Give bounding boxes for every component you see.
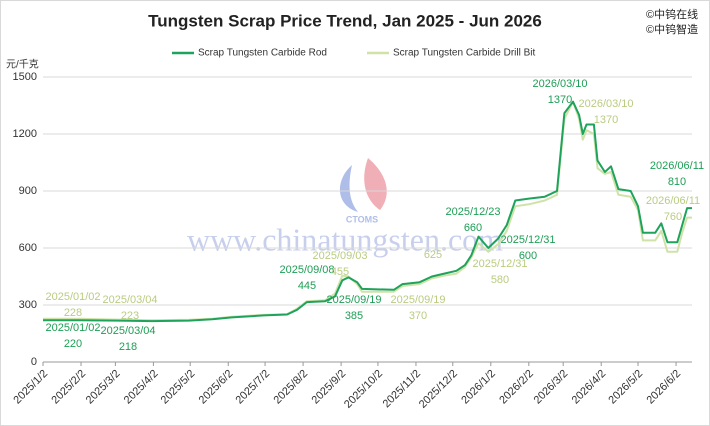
annotation-value: 810: [668, 176, 686, 188]
y-tick-label: 300: [19, 299, 37, 311]
annotation-date: 2025/09/19: [326, 294, 381, 306]
brand: ©中钨智造: [646, 22, 698, 36]
annotation-date: 2026/06/11: [650, 160, 704, 172]
watermark: www.chinatungsten.com: [187, 221, 503, 257]
annotation-date: 2025/12/31: [500, 234, 555, 246]
annotation-date: 2025/09/08: [279, 264, 334, 276]
annotation-value: 220: [64, 338, 82, 350]
y-tick-label: 600: [19, 242, 37, 254]
series-line: [43, 100, 692, 323]
annotation-value: 760: [664, 211, 682, 223]
annotation-date: 2025/12/31: [472, 258, 527, 270]
y-tick-label: 1200: [13, 128, 37, 140]
annotation-date: 2025/03/04: [100, 325, 155, 337]
annotation-value: 625: [424, 249, 442, 261]
chart-title: Tungsten Scrap Price Trend, Jan 2025 - J…: [148, 11, 542, 30]
annotation-date: 2026/03/10: [578, 98, 633, 110]
brand: ©中钨在线: [646, 7, 698, 21]
logo-shape: [364, 158, 387, 210]
annotation-value: 370: [409, 310, 427, 322]
annotation-value: 218: [119, 341, 137, 353]
annotation-date: 2026/03/10: [532, 78, 587, 90]
annotation-date: 2025/12/23: [445, 206, 500, 218]
legend-label: Scrap Tungsten Carbide Rod: [198, 48, 327, 59]
y-tick-label: 0: [31, 356, 37, 368]
annotation-value: 580: [491, 274, 509, 286]
y-axis-label: 元/千克: [6, 59, 39, 71]
y-tick-label: 1500: [13, 71, 37, 83]
annotation-value: 385: [345, 310, 363, 322]
annotation-value: 1370: [594, 114, 618, 126]
legend-label: Scrap Tungsten Carbide Drill Bit: [393, 48, 536, 59]
annotation-date: 2025/01/02: [45, 322, 100, 334]
annotation-date: 2025/09/19: [390, 294, 445, 306]
annotation-date: 2025/03/04: [102, 294, 157, 306]
annotation-value: 455: [331, 266, 349, 278]
annotation-value: 1370: [548, 94, 572, 106]
annotation-value: 223: [121, 310, 139, 322]
annotation-value: 445: [298, 280, 316, 292]
y-tick-label: 900: [19, 185, 37, 197]
watermark-logo-text: CTOMS: [346, 214, 378, 224]
logo-shape: [339, 165, 358, 212]
annotation-date: 2025/01/02: [45, 291, 100, 303]
watermark-logo: CTOMS: [339, 158, 387, 224]
annotation-date: 2026/06/11: [646, 195, 700, 207]
annotation-date: 2025/09/03: [312, 250, 367, 262]
annotation-value: 660: [464, 222, 482, 234]
annotation-value: 600: [519, 250, 537, 262]
annotation-value: 228: [64, 307, 82, 319]
